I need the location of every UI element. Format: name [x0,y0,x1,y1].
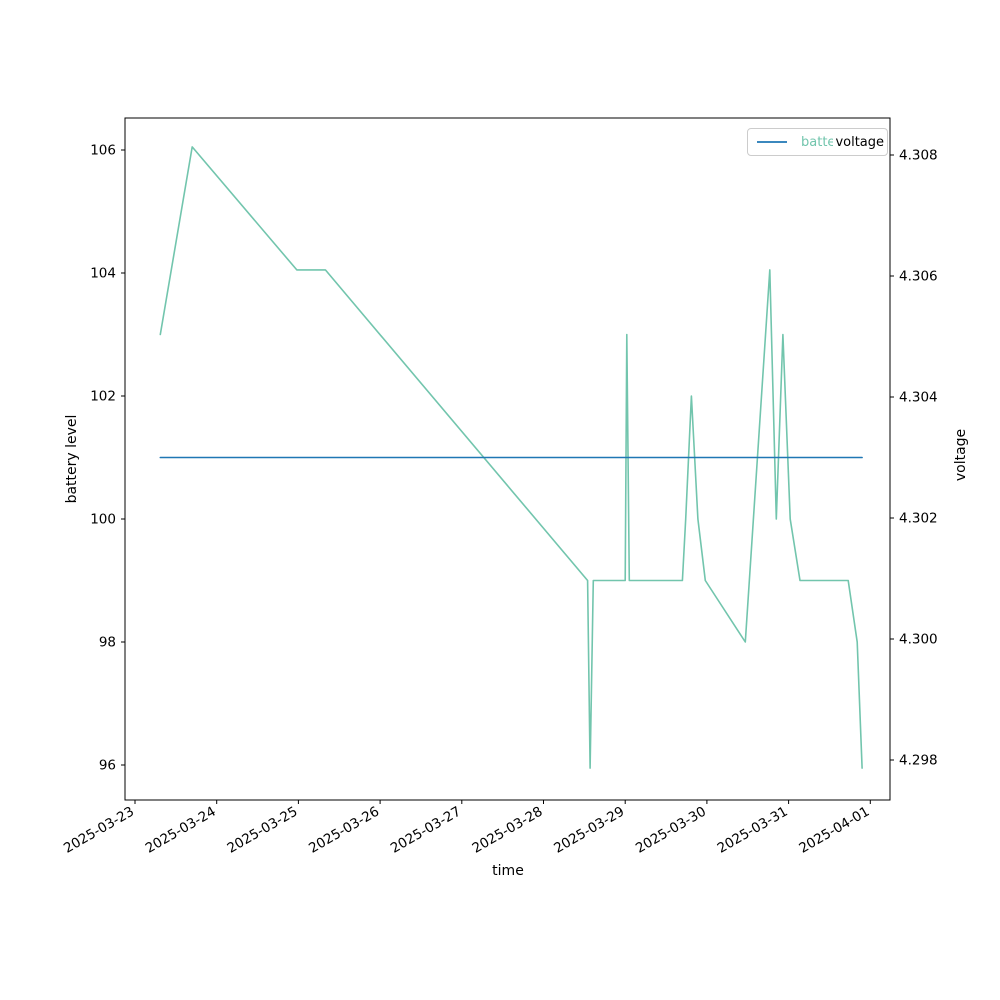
y-right-tick-label: 4.308 [899,148,938,164]
y-right-tick-label: 4.306 [899,269,938,285]
x-tick-label: 2025-03-31 [715,804,791,857]
y-axis-label-left: battery level [64,414,80,504]
y-right-tick-label: 4.300 [899,632,938,648]
x-tick-label: 2025-03-28 [470,804,546,857]
y-left-tick-label: 96 [99,758,116,774]
y-left-tick-label: 98 [99,635,116,651]
y-right-tick-label: 4.302 [899,511,938,527]
x-tick-label: 2025-03-24 [143,804,219,857]
legend: battery voltage [747,128,888,156]
y-right-tick-label: 4.304 [899,390,938,406]
y-axis-label-right: voltage [953,428,969,482]
x-tick-label: 2025-03-26 [306,804,382,857]
x-tick-label: 2025-03-29 [551,804,627,857]
x-axis-label: time [492,863,524,879]
y-right-tick-label: 4.298 [899,753,938,769]
legend-voltage-label: voltage [833,134,885,150]
legend-voltage-line-icon [757,141,787,143]
y-left-tick-label: 100 [90,512,116,528]
x-tick-label: 2025-04-01 [796,804,872,857]
y-left-tick-label: 102 [90,389,116,405]
x-tick-label: 2025-03-25 [224,804,300,857]
axes-spines [124,117,891,801]
x-tick-label: 2025-03-30 [633,804,709,857]
y-left-tick-label: 106 [90,143,116,159]
x-tick-label: 2025-03-23 [61,804,137,857]
x-tick-label: 2025-03-27 [388,804,464,857]
y-left-tick-label: 104 [90,266,116,282]
